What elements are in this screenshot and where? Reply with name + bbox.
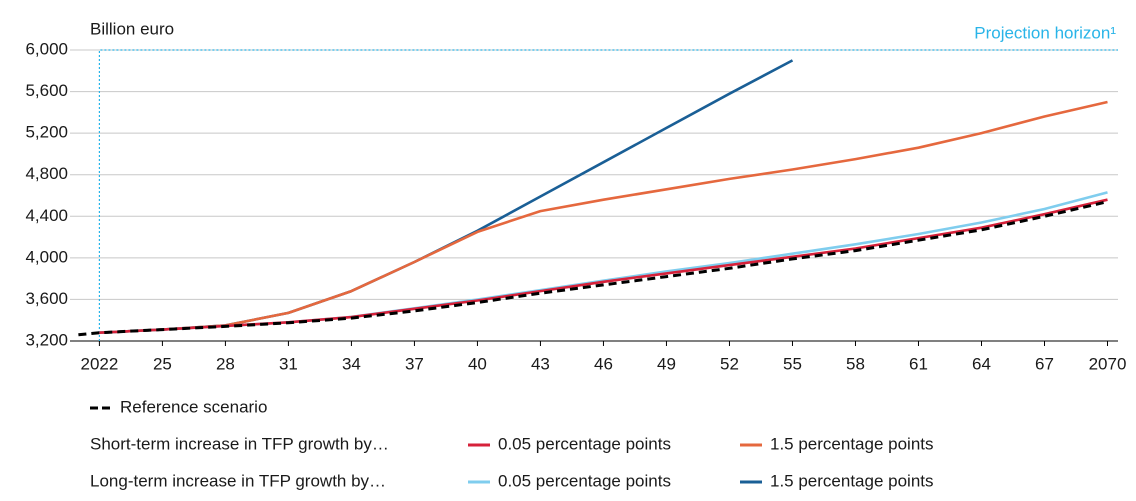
y-tick-label: 6,000 xyxy=(25,39,68,58)
x-tick-label: 2070 xyxy=(1089,354,1127,373)
legend-label: 1.5 percentage points xyxy=(770,434,934,453)
x-tick-label: 34 xyxy=(342,354,361,373)
x-tick-label: 31 xyxy=(279,354,298,373)
x-tick-label: 25 xyxy=(153,354,172,373)
y-tick-label: 4,000 xyxy=(25,247,68,266)
y-tick-label: 5,600 xyxy=(25,81,68,100)
series-line xyxy=(99,100,1108,334)
series-line xyxy=(99,191,1108,334)
x-tick-label: 52 xyxy=(720,354,739,373)
x-tick-label: 64 xyxy=(972,354,991,373)
legend-group-label: Long-term increase in TFP growth by… xyxy=(90,471,386,490)
y-tick-label: 4,800 xyxy=(25,164,68,183)
x-tick-label: 55 xyxy=(783,354,802,373)
x-tick-label: 40 xyxy=(468,354,487,373)
projection-horizon xyxy=(98,49,1118,341)
legend-label: 0.05 percentage points xyxy=(498,434,671,453)
y-tick-label: 5,200 xyxy=(25,123,68,142)
legend-label: 0.05 percentage points xyxy=(498,471,671,490)
annotation: Projection horizon¹ xyxy=(974,23,1116,42)
series-line xyxy=(99,59,794,334)
series-line xyxy=(99,198,1108,334)
x-tick-label: 43 xyxy=(531,354,550,373)
x-tick-label: 46 xyxy=(594,354,613,373)
x-tick-label: 37 xyxy=(405,354,424,373)
legend-group-label: Short-term increase in TFP growth by… xyxy=(90,434,389,453)
x-tick-label: 49 xyxy=(657,354,676,373)
x-tick-label: 28 xyxy=(216,354,235,373)
y-tick-label: 3,200 xyxy=(25,330,68,349)
y-tick-label: 3,600 xyxy=(25,289,68,308)
legend-label: Reference scenario xyxy=(120,397,267,416)
series-line xyxy=(78,200,1108,337)
x-tick-label: 61 xyxy=(909,354,928,373)
y-axis-label: Billion euro xyxy=(90,19,174,38)
x-tick-label: 2022 xyxy=(80,354,118,373)
y-tick-label: 4,400 xyxy=(25,206,68,225)
x-tick-label: 67 xyxy=(1035,354,1054,373)
legend-label: 1.5 percentage points xyxy=(770,471,934,490)
x-tick-label: 58 xyxy=(846,354,865,373)
